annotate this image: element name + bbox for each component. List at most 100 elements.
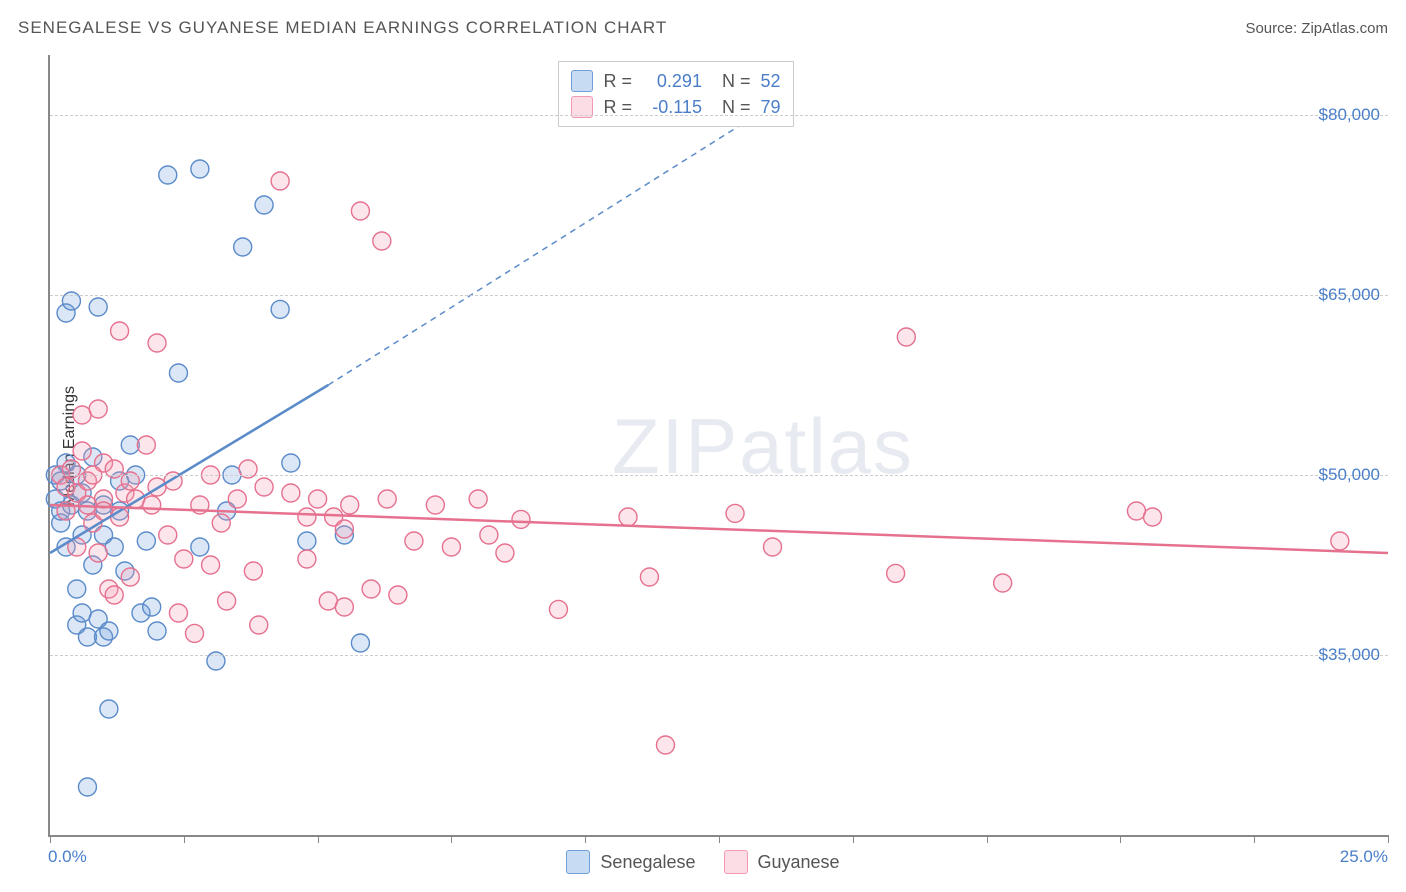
chart-source: Source: ZipAtlas.com (1245, 20, 1388, 37)
correlation-legend: R =0.291 N = 52R =-0.115 N = 79 (558, 61, 793, 127)
chart-header: SENEGALESE VS GUYANESE MEDIAN EARNINGS C… (18, 18, 1388, 38)
scatter-point (121, 568, 139, 586)
scatter-point (169, 364, 187, 382)
scatter-point (228, 490, 246, 508)
scatter-point (319, 592, 337, 610)
scatter-point (298, 508, 316, 526)
scatter-point (764, 538, 782, 556)
scatter-point (105, 538, 123, 556)
scatter-point (619, 508, 637, 526)
scatter-point (137, 436, 155, 454)
gridline (50, 655, 1388, 656)
scatter-point (335, 598, 353, 616)
scatter-point (191, 538, 209, 556)
gridline (50, 295, 1388, 296)
series-legend-label: Guyanese (758, 852, 840, 873)
x-tick (184, 835, 185, 843)
gridline (50, 475, 1388, 476)
trend-line-dashed (328, 115, 756, 385)
scatter-point (175, 550, 193, 568)
scatter-point (78, 628, 96, 646)
y-tick-label: $50,000 (1319, 465, 1380, 485)
scatter-point (218, 592, 236, 610)
scatter-point (143, 598, 161, 616)
scatter-point (426, 496, 444, 514)
legend-n-value: 79 (760, 94, 780, 120)
legend-n-label: N = (712, 94, 751, 120)
scatter-point (656, 736, 674, 754)
legend-r-label: R = (603, 94, 632, 120)
scatter-point (373, 232, 391, 250)
scatter-point (100, 700, 118, 718)
legend-r-value: 0.291 (642, 68, 702, 94)
scatter-point (335, 520, 353, 538)
scatter-point (234, 238, 252, 256)
scatter-point (469, 490, 487, 508)
scatter-point (212, 514, 230, 532)
x-tick (50, 835, 51, 843)
y-tick-label: $35,000 (1319, 645, 1380, 665)
scatter-point (897, 328, 915, 346)
x-tick (318, 835, 319, 843)
legend-r-value: -0.115 (642, 94, 702, 120)
scatter-point (100, 622, 118, 640)
scatter-point (271, 300, 289, 318)
scatter-point (351, 634, 369, 652)
series-legend: Senegalese Guyanese (0, 850, 1406, 874)
scatter-point (362, 580, 380, 598)
scatter-point (191, 160, 209, 178)
scatter-point (148, 622, 166, 640)
scatter-point (378, 490, 396, 508)
x-tick (853, 835, 854, 843)
scatter-point (244, 562, 262, 580)
series-legend-item: Guyanese (724, 850, 840, 874)
scatter-point (480, 526, 498, 544)
scatter-point (640, 568, 658, 586)
scatter-point (887, 564, 905, 582)
scatter-point (78, 778, 96, 796)
x-tick (987, 835, 988, 843)
x-tick (1120, 835, 1121, 843)
scatter-point (121, 436, 139, 454)
chart-title: SENEGALESE VS GUYANESE MEDIAN EARNINGS C… (18, 18, 667, 38)
scatter-point (271, 172, 289, 190)
scatter-point (351, 202, 369, 220)
legend-swatch (571, 70, 593, 92)
x-tick (585, 835, 586, 843)
scatter-point (994, 574, 1012, 592)
scatter-point (405, 532, 423, 550)
series-legend-item: Senegalese (566, 850, 695, 874)
scatter-point (148, 334, 166, 352)
scatter-point (726, 504, 744, 522)
scatter-point (137, 532, 155, 550)
scatter-point (89, 544, 107, 562)
scatter-point (389, 586, 407, 604)
gridline (50, 115, 1388, 116)
x-axis-max-label: 25.0% (1340, 847, 1388, 867)
y-tick-label: $65,000 (1319, 285, 1380, 305)
scatter-point (111, 322, 129, 340)
scatter-point (143, 496, 161, 514)
scatter-point (442, 538, 460, 556)
correlation-legend-row: R = -0.115 N = 79 (571, 94, 780, 120)
scatter-point (1331, 532, 1349, 550)
series-legend-label: Senegalese (600, 852, 695, 873)
scatter-point (89, 400, 107, 418)
scatter-point (255, 196, 273, 214)
legend-swatch (566, 850, 590, 874)
legend-r-label: R = (603, 68, 632, 94)
x-tick (1254, 835, 1255, 843)
legend-n-label: N = (712, 68, 751, 94)
scatter-point (73, 442, 91, 460)
scatter-point (73, 406, 91, 424)
trend-line (50, 505, 1388, 553)
scatter-point (282, 454, 300, 472)
legend-swatch (724, 850, 748, 874)
scatter-point (496, 544, 514, 562)
x-tick (1388, 835, 1389, 843)
scatter-point (341, 496, 359, 514)
scatter-point (1127, 502, 1145, 520)
scatter-point (73, 604, 91, 622)
x-tick (719, 835, 720, 843)
scatter-point (298, 532, 316, 550)
